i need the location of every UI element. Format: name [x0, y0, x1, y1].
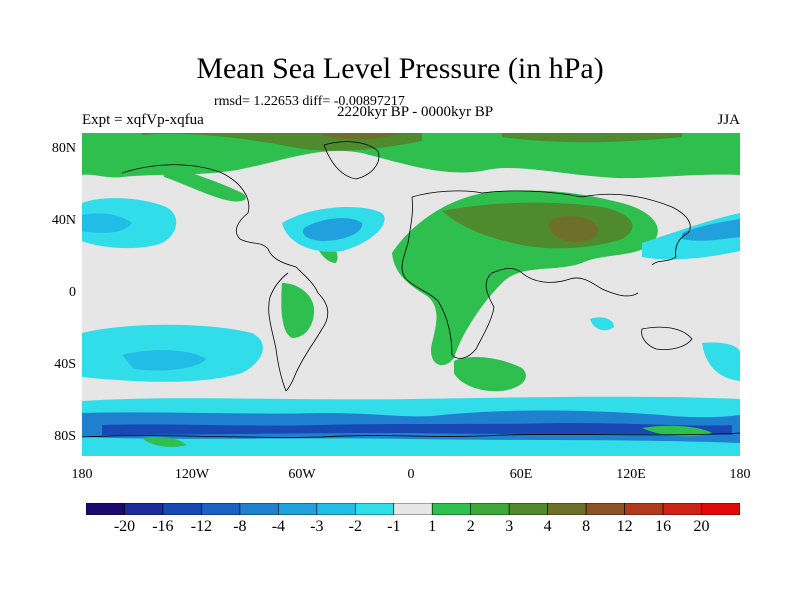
- colorbar-box: [354, 503, 395, 515]
- y-tick-80s: 80S: [54, 429, 76, 444]
- x-tick-60e: 60E: [509, 467, 533, 482]
- north-pacific-negative-core: [82, 213, 132, 233]
- x-tick-180-east: 180: [729, 467, 751, 482]
- arctic-strong-region-3: [502, 133, 682, 143]
- colorbar-box: [624, 503, 664, 515]
- eurasia-peak-region: [548, 216, 599, 243]
- colorbar-label: 12: [616, 518, 633, 535]
- colorbar-box: [201, 503, 241, 515]
- x-tick-120e: 120E: [616, 467, 646, 482]
- colorbar-box: [162, 503, 202, 515]
- map-title: Mean Sea Level Pressure (in hPa): [196, 52, 604, 85]
- period-label: 2220kyr BP - 0000kyr BP: [336, 104, 494, 120]
- colorbar-label: -1: [387, 518, 401, 535]
- colorbar: [86, 503, 740, 515]
- north-america-positive-region: [162, 163, 246, 202]
- colorbar-label: 20: [693, 518, 710, 535]
- y-tick-40s: 40S: [54, 357, 76, 372]
- colorbar-box: [278, 503, 318, 515]
- coastlines: [82, 141, 740, 438]
- colorbar-label: 4: [543, 518, 552, 535]
- colorbar-box: [86, 503, 125, 515]
- colorbar-label: -2: [348, 518, 362, 535]
- colorbar-box: [662, 503, 702, 515]
- colorbar-box: [124, 503, 164, 515]
- north-atlantic-negative-core: [302, 218, 363, 241]
- colorbar-label: -16: [152, 518, 174, 535]
- stats-text: rmsd= 1.22653 diff= -0.00897217: [214, 94, 405, 109]
- colorbar-box: [508, 503, 548, 515]
- x-tick-60w: 60W: [288, 467, 316, 482]
- colorbar-label: 16: [655, 518, 672, 535]
- colorbar-box: [470, 503, 510, 515]
- east-indian-negative: [590, 317, 614, 331]
- colorbar-label: -8: [233, 518, 247, 535]
- y-tick-80n: 80N: [51, 141, 76, 156]
- colorbar-box: [547, 503, 587, 515]
- colorbar-label: 8: [582, 518, 591, 535]
- season-label: JJA: [717, 112, 740, 128]
- antarctic-positive-patch-2: [642, 425, 712, 437]
- colorbar-box: [431, 503, 472, 515]
- southern-ocean-strongest: [102, 423, 732, 435]
- colorbar-label: 2: [466, 518, 475, 535]
- colorbar-label: -20: [113, 518, 136, 535]
- x-tick-0: 0: [407, 467, 415, 482]
- colorbar-box: [316, 503, 356, 515]
- colorbar-box: [585, 503, 625, 515]
- colorbar-box: [393, 503, 433, 515]
- west-pacific-negative-core: [682, 219, 740, 241]
- colorbar-label: -4: [271, 518, 286, 535]
- x-tick-120w: 120W: [174, 467, 210, 482]
- antarctic-positive-patch: [142, 436, 186, 447]
- y-tick-0: 0: [69, 285, 76, 300]
- south-pacific-negative-core: [122, 350, 206, 371]
- pressure-anomaly-map: [82, 133, 740, 456]
- y-tick-40n: 40N: [51, 213, 76, 228]
- arctic-strong-region-2: [322, 133, 402, 140]
- colorbar-label: -3: [310, 518, 324, 535]
- colorbar-label: 3: [505, 518, 514, 535]
- experiment-label: Expt = xqfVp-xqfua: [82, 112, 204, 128]
- colorbar-box: [239, 503, 279, 515]
- southern-africa-region: [454, 357, 526, 392]
- colorbar-box: [701, 503, 740, 515]
- x-tick-180-west: 180: [71, 467, 93, 482]
- arctic-positive-region: [82, 133, 740, 179]
- colorbar-label: -12: [190, 518, 213, 535]
- colorbar-label: 1: [428, 518, 437, 535]
- southeast-pacific-negative: [702, 342, 740, 381]
- south-america-positive-region: [281, 283, 315, 338]
